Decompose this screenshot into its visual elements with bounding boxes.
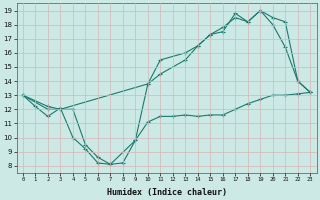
X-axis label: Humidex (Indice chaleur): Humidex (Indice chaleur): [107, 188, 227, 197]
